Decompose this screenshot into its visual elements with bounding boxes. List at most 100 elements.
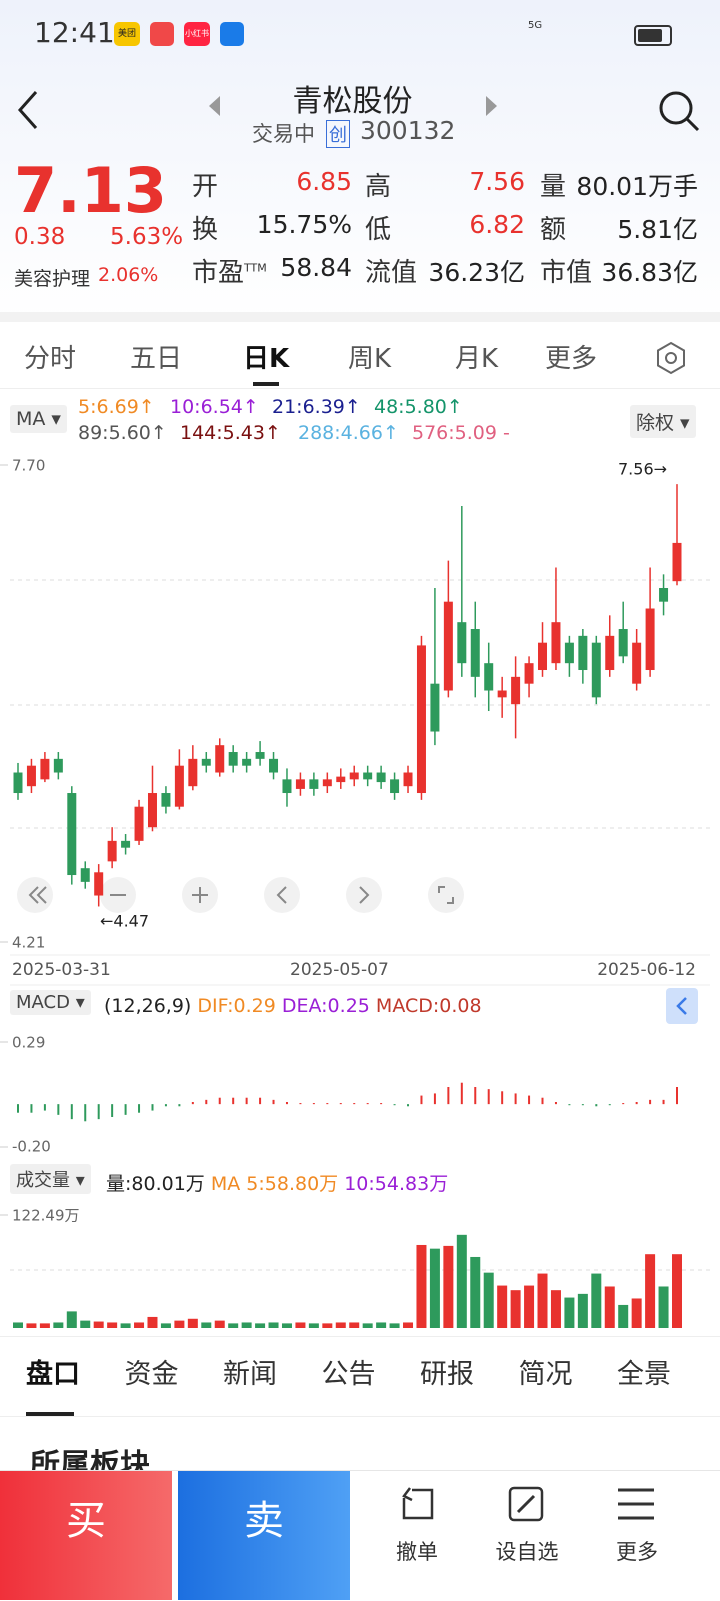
zoom-icons <box>28 886 454 904</box>
volume-bar <box>66 1311 77 1328</box>
stat-value: 7.56 <box>469 167 525 196</box>
x-tick-label: 2025-06-12 <box>597 960 696 980</box>
period-tab[interactable]: 更多 <box>545 344 598 374</box>
info-tab[interactable]: 简况 <box>518 1359 573 1390</box>
candle-body <box>228 752 238 766</box>
candle-body <box>309 779 319 789</box>
stat-value: 6.82 <box>469 210 525 239</box>
tool-button[interactable]: 设自选 <box>495 1540 559 1564</box>
candle-body <box>659 588 669 602</box>
info-tab[interactable]: 新闻 <box>223 1359 277 1390</box>
x-tick-label: 2025-05-07 <box>290 960 389 980</box>
stock-name: 青松股份 <box>292 84 413 119</box>
info-tab[interactable]: 资金 <box>124 1359 179 1390</box>
tool-button[interactable]: 更多 <box>616 1540 658 1564</box>
candle-body <box>416 645 426 794</box>
adjust-selector[interactable]: 除权 ▾ <box>630 405 696 438</box>
candle-body <box>390 779 400 794</box>
prev-stock[interactable] <box>206 94 224 118</box>
period-tab[interactable]: 月K <box>455 344 499 374</box>
sector: 美容护理 <box>14 268 91 290</box>
collapse-button[interactable] <box>666 988 698 1024</box>
candle-body <box>524 663 534 684</box>
settings-button[interactable] <box>653 340 689 376</box>
divider <box>0 1336 720 1337</box>
candle-body <box>295 779 305 789</box>
candle-body <box>457 622 467 664</box>
volume-bar <box>107 1322 118 1328</box>
volume-bar <box>13 1322 23 1328</box>
candle-body <box>242 758 252 766</box>
volume-bar <box>335 1322 346 1328</box>
search-button[interactable] <box>656 88 702 134</box>
ma-item: 89:5.60↑ <box>78 422 167 444</box>
candle-body <box>645 608 655 671</box>
zoom-controls[interactable] <box>17 877 464 913</box>
candle-body <box>322 779 332 787</box>
app-icon <box>220 22 244 46</box>
info-tab[interactable]: 全景 <box>617 1359 671 1390</box>
volume-bar <box>403 1322 414 1328</box>
change-pct: 5.63% <box>110 224 184 250</box>
ma-selector[interactable]: MA ▾ <box>10 405 67 433</box>
candle-body <box>564 642 574 664</box>
candle-body <box>255 752 265 759</box>
volume-bar <box>281 1323 292 1328</box>
zoom-button[interactable] <box>346 877 382 913</box>
volume-current: 量:80.01万 <box>106 1173 205 1195</box>
network: 5G <box>528 20 543 31</box>
stat-label: 高 <box>365 172 392 202</box>
zoom-button[interactable] <box>17 877 53 913</box>
next-stock[interactable] <box>482 94 500 118</box>
buy-button[interactable]: 买 <box>0 1471 172 1600</box>
watch-icon <box>508 1486 544 1522</box>
volume-bar <box>604 1286 615 1328</box>
zoom-button[interactable] <box>264 877 300 913</box>
volume-bar <box>322 1323 333 1328</box>
sector-pct: 2.06% <box>98 264 159 286</box>
volume-bar <box>577 1293 588 1328</box>
macd-selector[interactable]: MACD ▾ <box>10 990 91 1015</box>
volume-bar <box>537 1273 548 1328</box>
candle-body <box>605 635 615 671</box>
stat-value: 15.75% <box>256 210 352 239</box>
stat-label: 市盈TTM <box>192 258 267 288</box>
stat-sup: TTM <box>244 261 267 275</box>
info-tab[interactable]: 研报 <box>420 1359 474 1390</box>
stat-value: 5.81亿 <box>617 215 698 244</box>
period-tab[interactable]: 分时 <box>24 344 77 374</box>
y-tick-label: -0.20 <box>12 1138 51 1156</box>
annotation: ←4.47 <box>100 912 149 931</box>
candle-body <box>26 765 36 787</box>
app-icon: 美团 <box>114 22 140 46</box>
volume-bar <box>658 1286 669 1328</box>
header-bg <box>0 0 720 320</box>
candle-body <box>349 772 359 780</box>
dif: DIF:0.29 <box>197 995 276 1017</box>
volume-bar <box>228 1323 239 1328</box>
sell-button[interactable]: 卖 <box>178 1471 350 1600</box>
y-tick-label: 122.49万 <box>12 1207 80 1225</box>
info-tab[interactable]: 盘口 <box>26 1359 80 1390</box>
candle-body <box>269 758 279 773</box>
ma-label: MA <box>16 408 46 430</box>
volume-bar <box>187 1318 198 1328</box>
macd-value: MACD:0.08 <box>375 995 482 1017</box>
candle-body <box>551 622 561 664</box>
period-tab[interactable]: 周K <box>348 344 392 374</box>
divider <box>0 1416 720 1417</box>
period-tab[interactable]: 五日 <box>130 344 183 374</box>
tool-button[interactable]: 撤单 <box>396 1540 438 1564</box>
back-button[interactable] <box>14 88 44 132</box>
stat-label: 市值 <box>540 258 593 288</box>
volume-bar <box>241 1322 252 1328</box>
y-tick-label: 4.21 <box>12 934 45 952</box>
candle-body <box>13 772 23 794</box>
period-tab[interactable]: 日K <box>243 344 290 374</box>
volume-bar <box>524 1285 535 1328</box>
zoom-button[interactable] <box>428 877 464 913</box>
volume-bar <box>134 1322 145 1328</box>
stat-value: 36.83亿 <box>601 258 698 287</box>
info-tab[interactable]: 公告 <box>321 1359 376 1390</box>
volume-selector[interactable]: 成交量 ▾ <box>10 1164 91 1194</box>
